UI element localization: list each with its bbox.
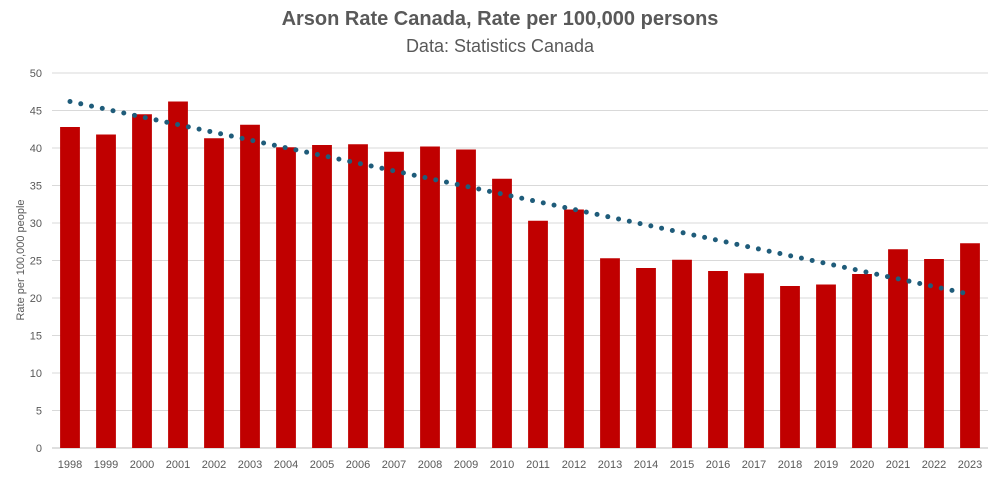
x-tick-label: 2022 <box>922 459 946 471</box>
bar <box>204 138 224 448</box>
x-tick-label: 1999 <box>94 459 118 471</box>
x-tick-label: 2016 <box>706 459 730 471</box>
x-tick-label: 2007 <box>382 459 406 471</box>
bar <box>348 144 368 448</box>
y-axis-label: Rate per 100,000 people <box>15 199 27 320</box>
bar <box>924 259 944 448</box>
y-tick-label: 5 <box>36 406 42 418</box>
bar <box>672 259 692 448</box>
bar <box>528 220 548 448</box>
x-tick-label: 2004 <box>274 459 298 471</box>
x-tick-label: 2018 <box>778 459 802 471</box>
x-tick-label: 2003 <box>238 459 262 471</box>
trendline <box>67 99 973 297</box>
x-tick-label: 2011 <box>526 459 550 471</box>
x-tick-label: 2014 <box>634 459 658 471</box>
x-tick-label: 2020 <box>850 459 874 471</box>
bar <box>852 274 872 448</box>
y-tick-label: 0 <box>36 443 42 455</box>
bar <box>96 134 116 448</box>
bar <box>168 101 188 448</box>
y-tick-label: 30 <box>30 218 42 230</box>
x-tick-label: 1998 <box>58 459 82 471</box>
bar <box>744 273 764 448</box>
y-tick-label: 15 <box>30 331 42 343</box>
x-tick-label: 2023 <box>958 459 982 471</box>
x-tick-label: 2019 <box>814 459 838 471</box>
x-tick-label: 2008 <box>418 459 442 471</box>
bar <box>600 258 620 448</box>
y-tick-label: 10 <box>30 368 42 380</box>
x-tick-label: 2009 <box>454 459 478 471</box>
bar <box>636 268 656 448</box>
x-tick-label: 2010 <box>490 459 514 471</box>
bar <box>312 145 332 448</box>
x-tick-label: 2002 <box>202 459 226 471</box>
bar <box>240 124 260 448</box>
bar <box>780 286 800 448</box>
x-tick-label: 2001 <box>166 459 190 471</box>
x-tick-label: 2021 <box>886 459 910 471</box>
chart-subtitle: Data: Statistics Canada <box>405 36 595 56</box>
y-tick-label: 25 <box>30 256 42 268</box>
bar <box>564 209 584 448</box>
bar <box>276 147 296 448</box>
y-tick-label: 50 <box>30 68 42 80</box>
bar <box>132 114 152 448</box>
bar <box>384 151 404 448</box>
x-tick-label: 2017 <box>742 459 766 471</box>
x-tick-label: 2000 <box>130 459 154 471</box>
y-tick-label: 40 <box>30 143 42 155</box>
bar <box>816 284 836 448</box>
bar <box>420 146 440 448</box>
chart-title: Arson Rate Canada, Rate per 100,000 pers… <box>281 8 719 30</box>
y-tick-label: 20 <box>30 293 42 305</box>
x-tick-label: 2012 <box>562 459 586 471</box>
x-tick-label: 2006 <box>346 459 370 471</box>
x-tick-label: 2005 <box>310 459 334 471</box>
x-tick-label: 2015 <box>670 459 694 471</box>
bar <box>492 178 512 448</box>
y-tick-label: 45 <box>30 106 42 118</box>
x-tick-label: 2013 <box>598 459 622 471</box>
bar <box>960 243 980 448</box>
y-tick-label: 35 <box>30 181 42 193</box>
bar <box>60 127 80 448</box>
bar <box>888 249 908 448</box>
bar <box>708 271 728 448</box>
bar <box>456 149 476 448</box>
